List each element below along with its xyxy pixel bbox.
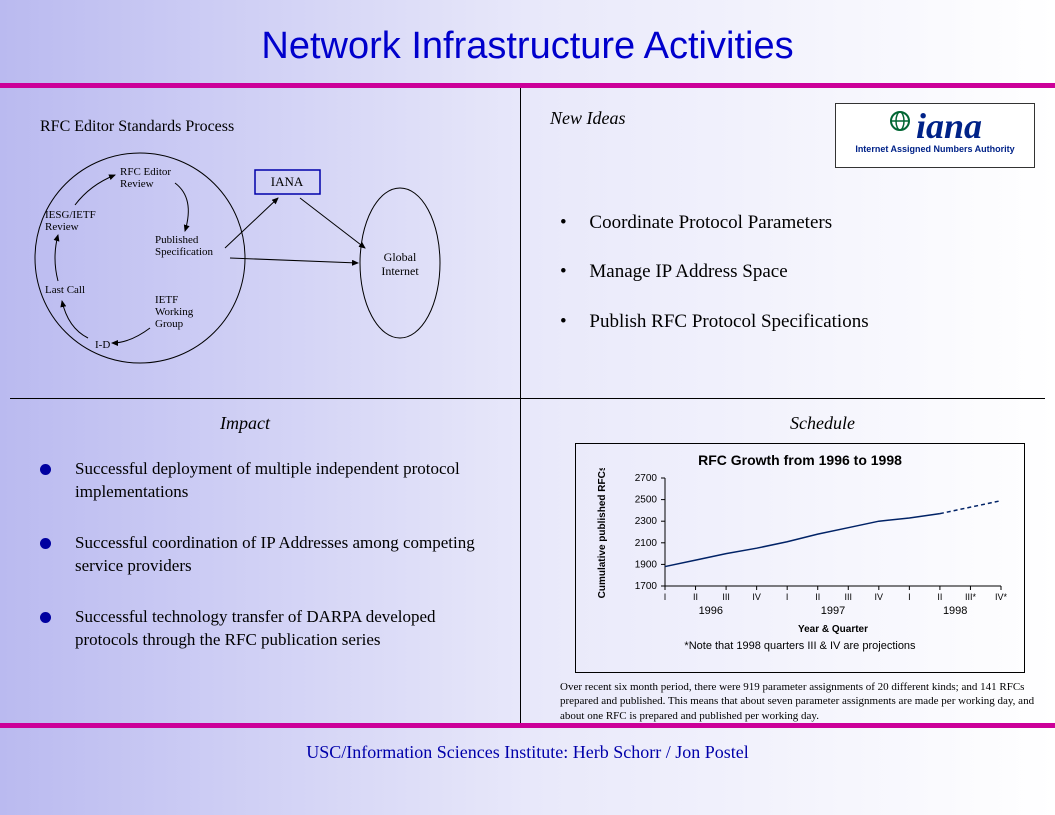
- svg-text:IV*: IV*: [995, 592, 1008, 602]
- chart-note: *Note that 1998 quarters III & IV are pr…: [584, 640, 1016, 652]
- svg-text:III: III: [845, 592, 853, 602]
- svg-text:III*: III*: [965, 592, 977, 602]
- footer-text: USC/Information Sciences Institute: Herb…: [0, 728, 1055, 777]
- svg-text:Published: Published: [155, 234, 199, 246]
- iana-logo: iana Internet Assigned Numbers Authority: [835, 103, 1035, 168]
- svg-text:Review: Review: [45, 221, 79, 233]
- svg-text:1900: 1900: [635, 559, 658, 570]
- svg-text:I: I: [908, 592, 911, 602]
- panel-process: RFC Editor Standards Process IANA Global…: [0, 88, 520, 398]
- chart-svg: 170019002100230025002700IIIIIIIVIIIIIIIV…: [585, 468, 1015, 638]
- page-title: Network Infrastructure Activities: [0, 0, 1055, 83]
- svg-text:1998: 1998: [943, 605, 967, 617]
- svg-text:2300: 2300: [635, 516, 658, 527]
- bullet-item: Coordinate Protocol Parameters: [560, 198, 869, 247]
- chart-title: RFC Growth from 1996 to 1998: [584, 452, 1016, 468]
- svg-text:2100: 2100: [635, 538, 658, 549]
- svg-text:Year & Quarter: Year & Quarter: [798, 624, 868, 635]
- new-ideas-heading: New Ideas: [550, 108, 626, 129]
- bullet-dot-icon: [40, 538, 51, 549]
- svg-text:Review: Review: [120, 178, 154, 190]
- svg-text:IESG/IETF: IESG/IETF: [45, 209, 96, 221]
- svg-text:Internet: Internet: [381, 264, 419, 278]
- bullet-dot-icon: [40, 612, 51, 623]
- svg-text:II: II: [937, 592, 942, 602]
- bullet-item: Publish RFC Protocol Specifications: [560, 297, 869, 346]
- svg-text:III: III: [722, 592, 730, 602]
- svg-text:Working: Working: [155, 306, 194, 318]
- iana-box-label: IANA: [271, 174, 304, 189]
- svg-text:RFC Editor: RFC Editor: [120, 166, 171, 178]
- svg-text:Cumulative published RFCs: Cumulative published RFCs: [597, 468, 608, 598]
- process-heading: RFC Editor Standards Process: [40, 118, 234, 136]
- svg-text:IETF: IETF: [155, 294, 178, 306]
- svg-text:1997: 1997: [821, 605, 845, 617]
- svg-text:I-D: I-D: [95, 339, 110, 351]
- svg-text:1996: 1996: [699, 605, 723, 617]
- impact-item: Successful coordination of IP Addresses …: [40, 532, 490, 578]
- impact-list: Successful deployment of multiple indepe…: [40, 458, 490, 680]
- svg-text:II: II: [693, 592, 698, 602]
- svg-text:I: I: [786, 592, 789, 602]
- svg-text:Specification: Specification: [155, 246, 214, 258]
- panel-new-ideas: New Ideas iana Internet Assigned Numbers…: [520, 88, 1055, 398]
- iana-logo-text: iana: [916, 106, 982, 146]
- svg-text:IV: IV: [752, 592, 761, 602]
- rfc-growth-chart: RFC Growth from 1996 to 1998 1700 1900 210…: [575, 443, 1025, 673]
- panel-impact: Impact Successful deployment of multiple…: [0, 398, 520, 723]
- impact-item: Successful technology transfer of DARPA …: [40, 606, 490, 652]
- svg-text:1700: 1700: [635, 581, 658, 592]
- iana-logo-subtitle: Internet Assigned Numbers Authority: [836, 144, 1034, 154]
- panel-schedule: Schedule RFC Growth from 1996 to 1998 17…: [520, 398, 1055, 723]
- svg-text:II: II: [815, 592, 820, 602]
- schedule-summary: Over recent six month period, there were…: [560, 680, 1035, 723]
- svg-text:IV: IV: [875, 592, 884, 602]
- new-ideas-bullets: Coordinate Protocol Parameters Manage IP…: [560, 198, 869, 346]
- svg-text:Group: Group: [155, 318, 184, 330]
- svg-text:2500: 2500: [635, 495, 658, 506]
- svg-text:Global: Global: [384, 250, 417, 264]
- svg-text:I: I: [664, 592, 667, 602]
- quad-layout: RFC Editor Standards Process IANA Global…: [0, 88, 1055, 723]
- impact-item: Successful deployment of multiple indepe…: [40, 458, 490, 504]
- svg-text:Last Call: Last Call: [45, 284, 85, 296]
- bullet-item: Manage IP Address Space: [560, 247, 869, 296]
- svg-text:2700: 2700: [635, 473, 658, 484]
- schedule-heading: Schedule: [790, 413, 855, 434]
- bullet-dot-icon: [40, 464, 51, 475]
- process-diagram: IANA Global Internet RFC Editor Review P…: [30, 143, 460, 383]
- impact-heading: Impact: [220, 413, 270, 434]
